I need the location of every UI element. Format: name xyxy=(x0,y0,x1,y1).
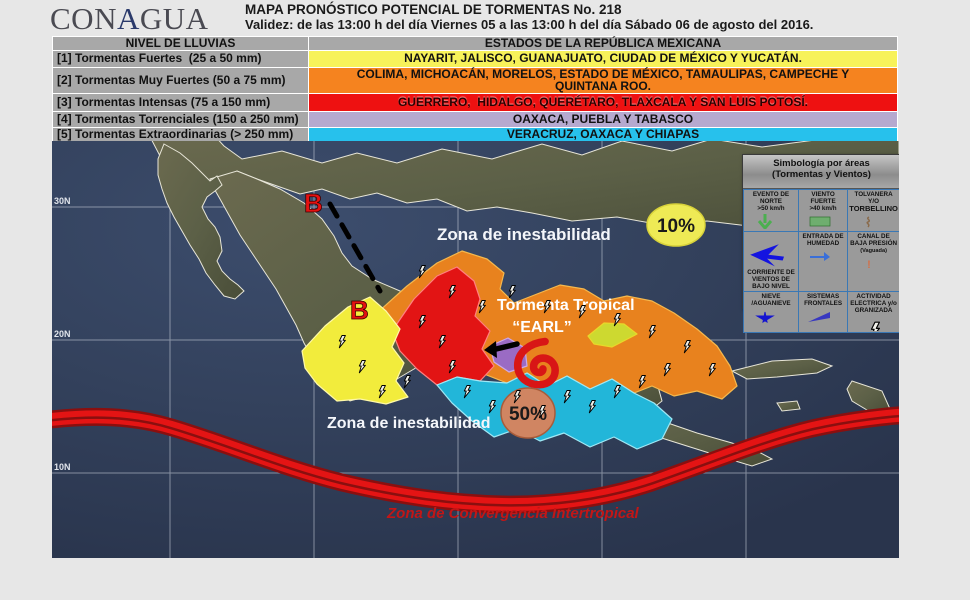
svg-text:30N: 30N xyxy=(54,196,71,206)
svg-text:Tormenta Tropical: Tormenta Tropical xyxy=(497,297,635,314)
svg-text:Zona de Convergencia Intertrop: Zona de Convergencia Intertropical xyxy=(386,505,640,522)
svg-text:“EARL”: “EARL” xyxy=(512,319,572,336)
svg-text:Zona de inestabilidad: Zona de inestabilidad xyxy=(327,415,491,432)
svg-text:10%: 10% xyxy=(657,216,695,237)
svg-text:!: ! xyxy=(867,259,871,271)
svg-text:B: B xyxy=(350,295,369,325)
svg-text:Zona de inestabilidad: Zona de inestabilidad xyxy=(437,225,611,244)
svg-text:10N: 10N xyxy=(54,462,71,472)
svg-text:B: B xyxy=(304,188,323,218)
svg-text:20N: 20N xyxy=(54,329,71,339)
